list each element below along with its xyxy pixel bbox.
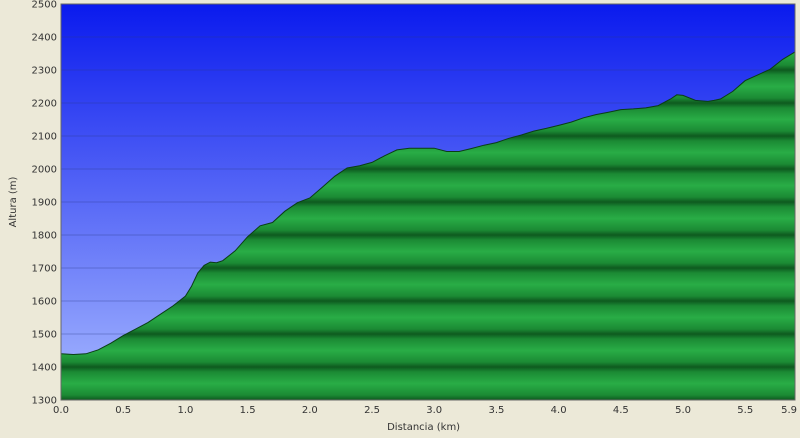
y-tick-label: 2000 [32,165,57,176]
x-tick-label: 5.5 [737,405,753,416]
y-tick-label: 2200 [32,99,57,110]
plot-border [60,3,796,401]
x-axis-ticks: 0.0 0.5 1.0 1.5 2.0 2.5 3.0 3.5 4.0 4.5 5.0 5.5 5.9 [53,405,797,416]
y-tick-label: 1400 [32,363,57,374]
y-tick-label: 2500 [32,0,57,11]
y-tick-label: 1900 [32,198,57,209]
x-tick-label: 0.0 [53,405,69,416]
y-tick-label: 1700 [32,264,57,275]
y-tick-label: 2100 [32,132,57,143]
y-axis-title: Altura (m) [8,176,19,227]
x-tick-label: 4.0 [551,405,567,416]
x-tick-label: 2.0 [302,405,318,416]
y-tick-label: 1500 [32,330,57,341]
y-tick-label: 1300 [32,396,57,407]
x-tick-label: 1.5 [240,405,256,416]
x-tick-label: 4.5 [613,405,629,416]
y-tick-label: 1600 [32,297,57,308]
x-tick-label: 0.5 [115,405,131,416]
x-tick-label: 2.5 [364,405,380,416]
x-tick-label: 3.0 [426,405,442,416]
x-tick-label: 1.0 [177,405,193,416]
elevation-area [61,51,795,401]
y-tick-label: 2400 [32,33,57,44]
x-axis-title: Distancia (km) [387,422,460,433]
y-tick-label: 1800 [32,231,57,242]
x-tick-label: 3.5 [488,405,504,416]
x-tick-label: 5.0 [675,405,691,416]
area-layer [60,51,796,401]
x-tick-label: 5.9 [781,405,797,416]
elevation-line [60,51,796,356]
y-tick-label: 2300 [32,66,57,77]
y-axis-ticks: 1300 1400 1500 1600 1700 1800 1900 2000 2100 2200… [32,0,57,407]
